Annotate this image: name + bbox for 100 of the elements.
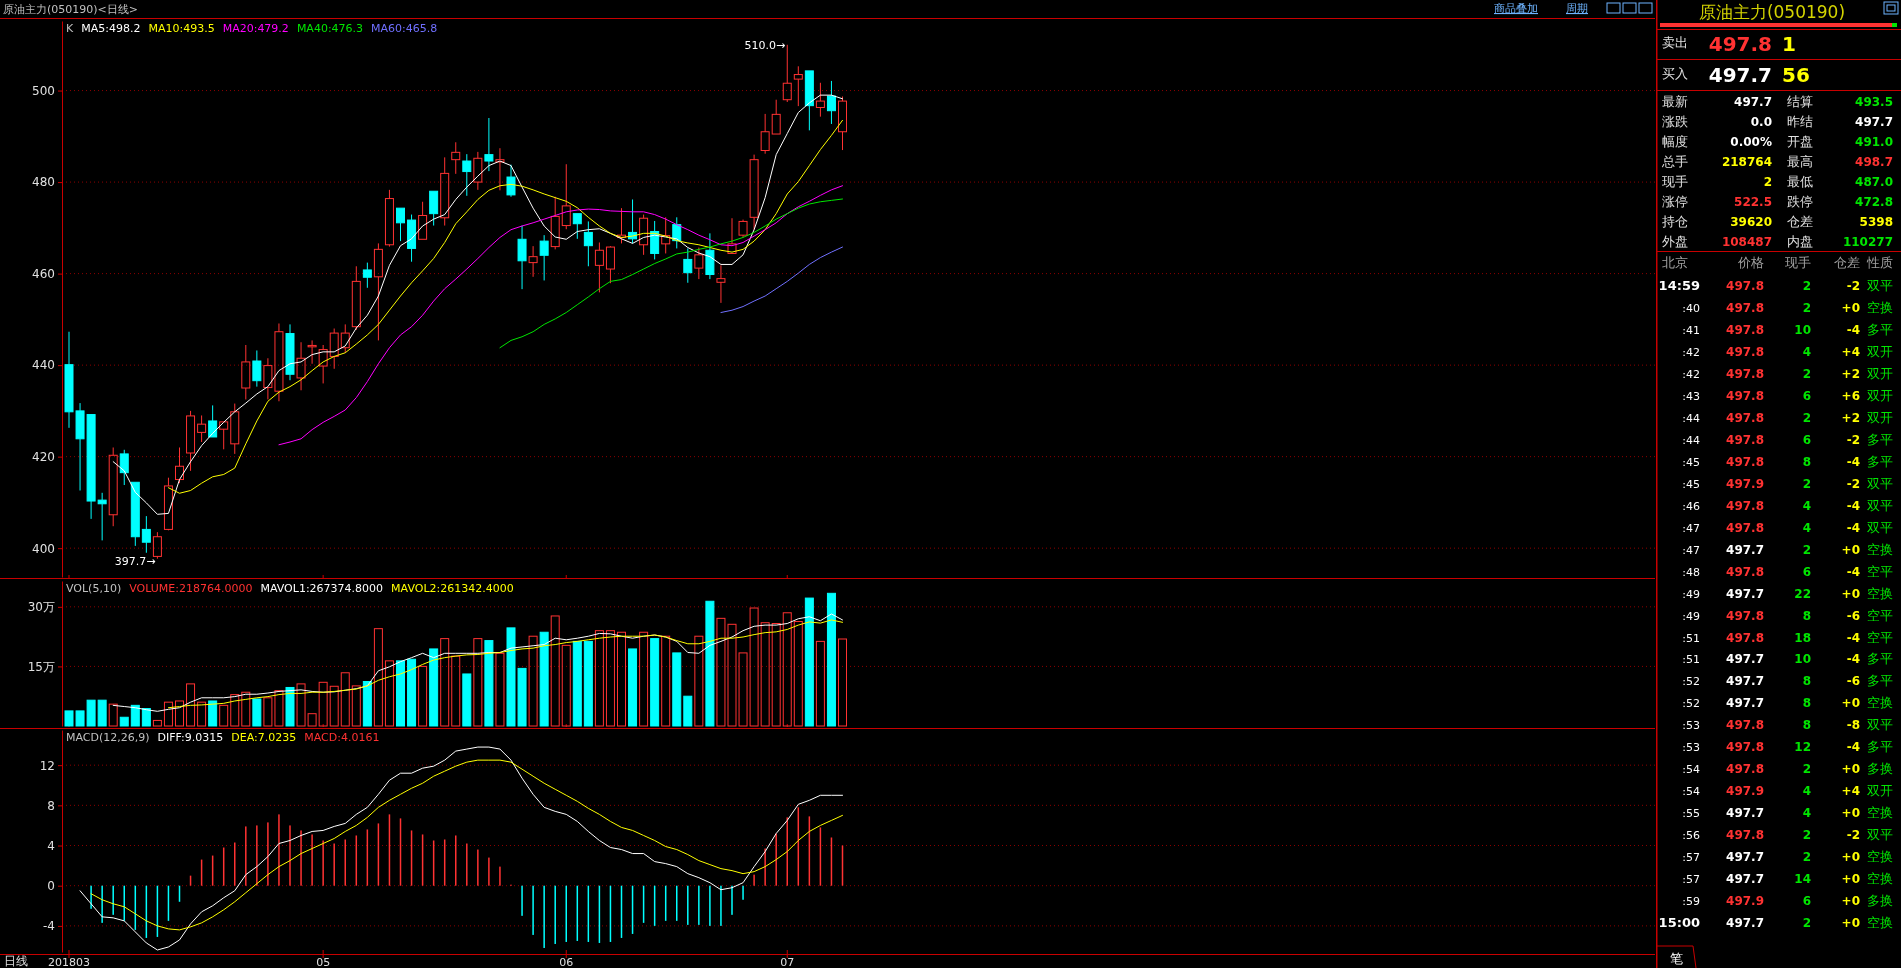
text: -4	[1846, 520, 1860, 535]
bar	[694, 635, 704, 727]
bar	[230, 694, 240, 727]
text: 现手	[1785, 255, 1811, 270]
bar	[440, 638, 450, 727]
text: :51	[1682, 631, 1700, 645]
text: 0.00%	[1730, 135, 1772, 149]
text: 2	[1802, 542, 1811, 557]
x-tick-label: 201803	[48, 956, 90, 968]
text: :49	[1682, 609, 1700, 623]
text: MA40:476.3	[296, 22, 364, 35]
x-tick-label: 07	[780, 956, 795, 968]
text: :52	[1682, 697, 1700, 711]
text: 卖出	[1662, 35, 1688, 50]
y-tick-label: 440	[32, 358, 55, 373]
text: 双平	[1867, 717, 1893, 733]
text: +0	[1841, 916, 1860, 931]
text: 18	[1794, 630, 1811, 645]
x-tick-label: 05	[316, 956, 331, 968]
text: 空换	[1867, 585, 1893, 601]
text: 4	[1802, 520, 1811, 535]
candlestick	[594, 241, 604, 293]
line-series	[167, 619, 843, 709]
bar	[561, 644, 571, 727]
text: 56	[1782, 63, 1810, 87]
legend-title: VOL(5,10)	[66, 582, 122, 595]
candlestick	[738, 219, 748, 238]
text: 497.8	[1726, 322, 1764, 337]
text: 497.8	[1726, 366, 1764, 381]
text: 空平	[1867, 563, 1893, 579]
text: 497.8	[1726, 718, 1764, 733]
text: 497.8	[1726, 630, 1764, 645]
text: 开盘	[1787, 134, 1813, 149]
text: 周期	[1566, 2, 1588, 15]
bar	[661, 635, 671, 727]
text: +0	[1841, 850, 1860, 865]
text: -4	[1846, 454, 1860, 469]
bar	[119, 716, 129, 727]
text: 6	[1802, 432, 1811, 447]
text: 多平	[1867, 431, 1893, 447]
text: DEA:7.0235	[231, 731, 297, 744]
text: 8	[1802, 674, 1811, 689]
text: MA20:479.2	[222, 22, 289, 35]
text: 14	[1794, 872, 1811, 887]
text: 472.8	[1855, 195, 1893, 209]
text: 0.0	[1750, 115, 1772, 129]
candlestick	[716, 264, 726, 304]
text: 4	[1802, 498, 1811, 513]
text: +0	[1841, 762, 1860, 777]
text: 2	[1802, 300, 1811, 315]
candlestick	[141, 515, 151, 554]
text: 2	[1802, 279, 1811, 293]
text: 498.7	[1855, 155, 1893, 169]
bar	[429, 648, 439, 727]
text: 497.8	[1726, 344, 1764, 359]
text: 497.9	[1726, 784, 1764, 799]
text: 487.0	[1855, 175, 1893, 189]
text: :56	[1682, 829, 1700, 843]
line-series	[90, 759, 843, 931]
text: -2	[1846, 432, 1860, 447]
text: 双开	[1867, 365, 1893, 381]
text: 跌停	[1787, 194, 1813, 209]
bar	[197, 701, 207, 727]
bar	[340, 672, 350, 727]
text: 15:00	[1658, 915, 1700, 931]
text: 最高	[1787, 154, 1813, 169]
text: 2	[1763, 175, 1772, 189]
text: 价格	[1737, 255, 1764, 270]
candlestick	[495, 147, 505, 191]
text: 497.8	[1726, 432, 1764, 447]
text: +0	[1841, 894, 1860, 909]
candlestick	[440, 156, 450, 227]
bar	[152, 719, 162, 727]
text: 空平	[1867, 607, 1893, 623]
text: 空换	[1867, 695, 1893, 711]
text: 497.8	[1726, 300, 1764, 315]
bar	[672, 652, 682, 727]
text: 497.7	[1726, 916, 1764, 931]
y-tick-label: 400	[32, 541, 55, 556]
candlestick	[473, 151, 483, 191]
bar	[97, 699, 107, 727]
text: 497.7	[1726, 586, 1764, 601]
text: 性质	[1866, 255, 1893, 270]
text: 2	[1802, 916, 1811, 931]
text: 多换	[1867, 893, 1893, 909]
line-series	[278, 185, 843, 446]
text: 空换	[1867, 299, 1893, 315]
text: 2	[1802, 762, 1811, 777]
text: -4	[1846, 498, 1860, 513]
text: DIFF:9.0315	[157, 731, 224, 744]
y-tick-label: 4	[47, 838, 55, 853]
text: 8	[1802, 608, 1811, 623]
candlestick	[705, 232, 715, 280]
text: :51	[1682, 653, 1700, 667]
x-tick-label: 06	[559, 956, 574, 968]
bar	[108, 703, 118, 727]
text: 497.7	[1726, 696, 1764, 711]
text: 双平	[1867, 497, 1893, 513]
bar	[705, 600, 715, 727]
text: 多平	[1867, 651, 1893, 667]
